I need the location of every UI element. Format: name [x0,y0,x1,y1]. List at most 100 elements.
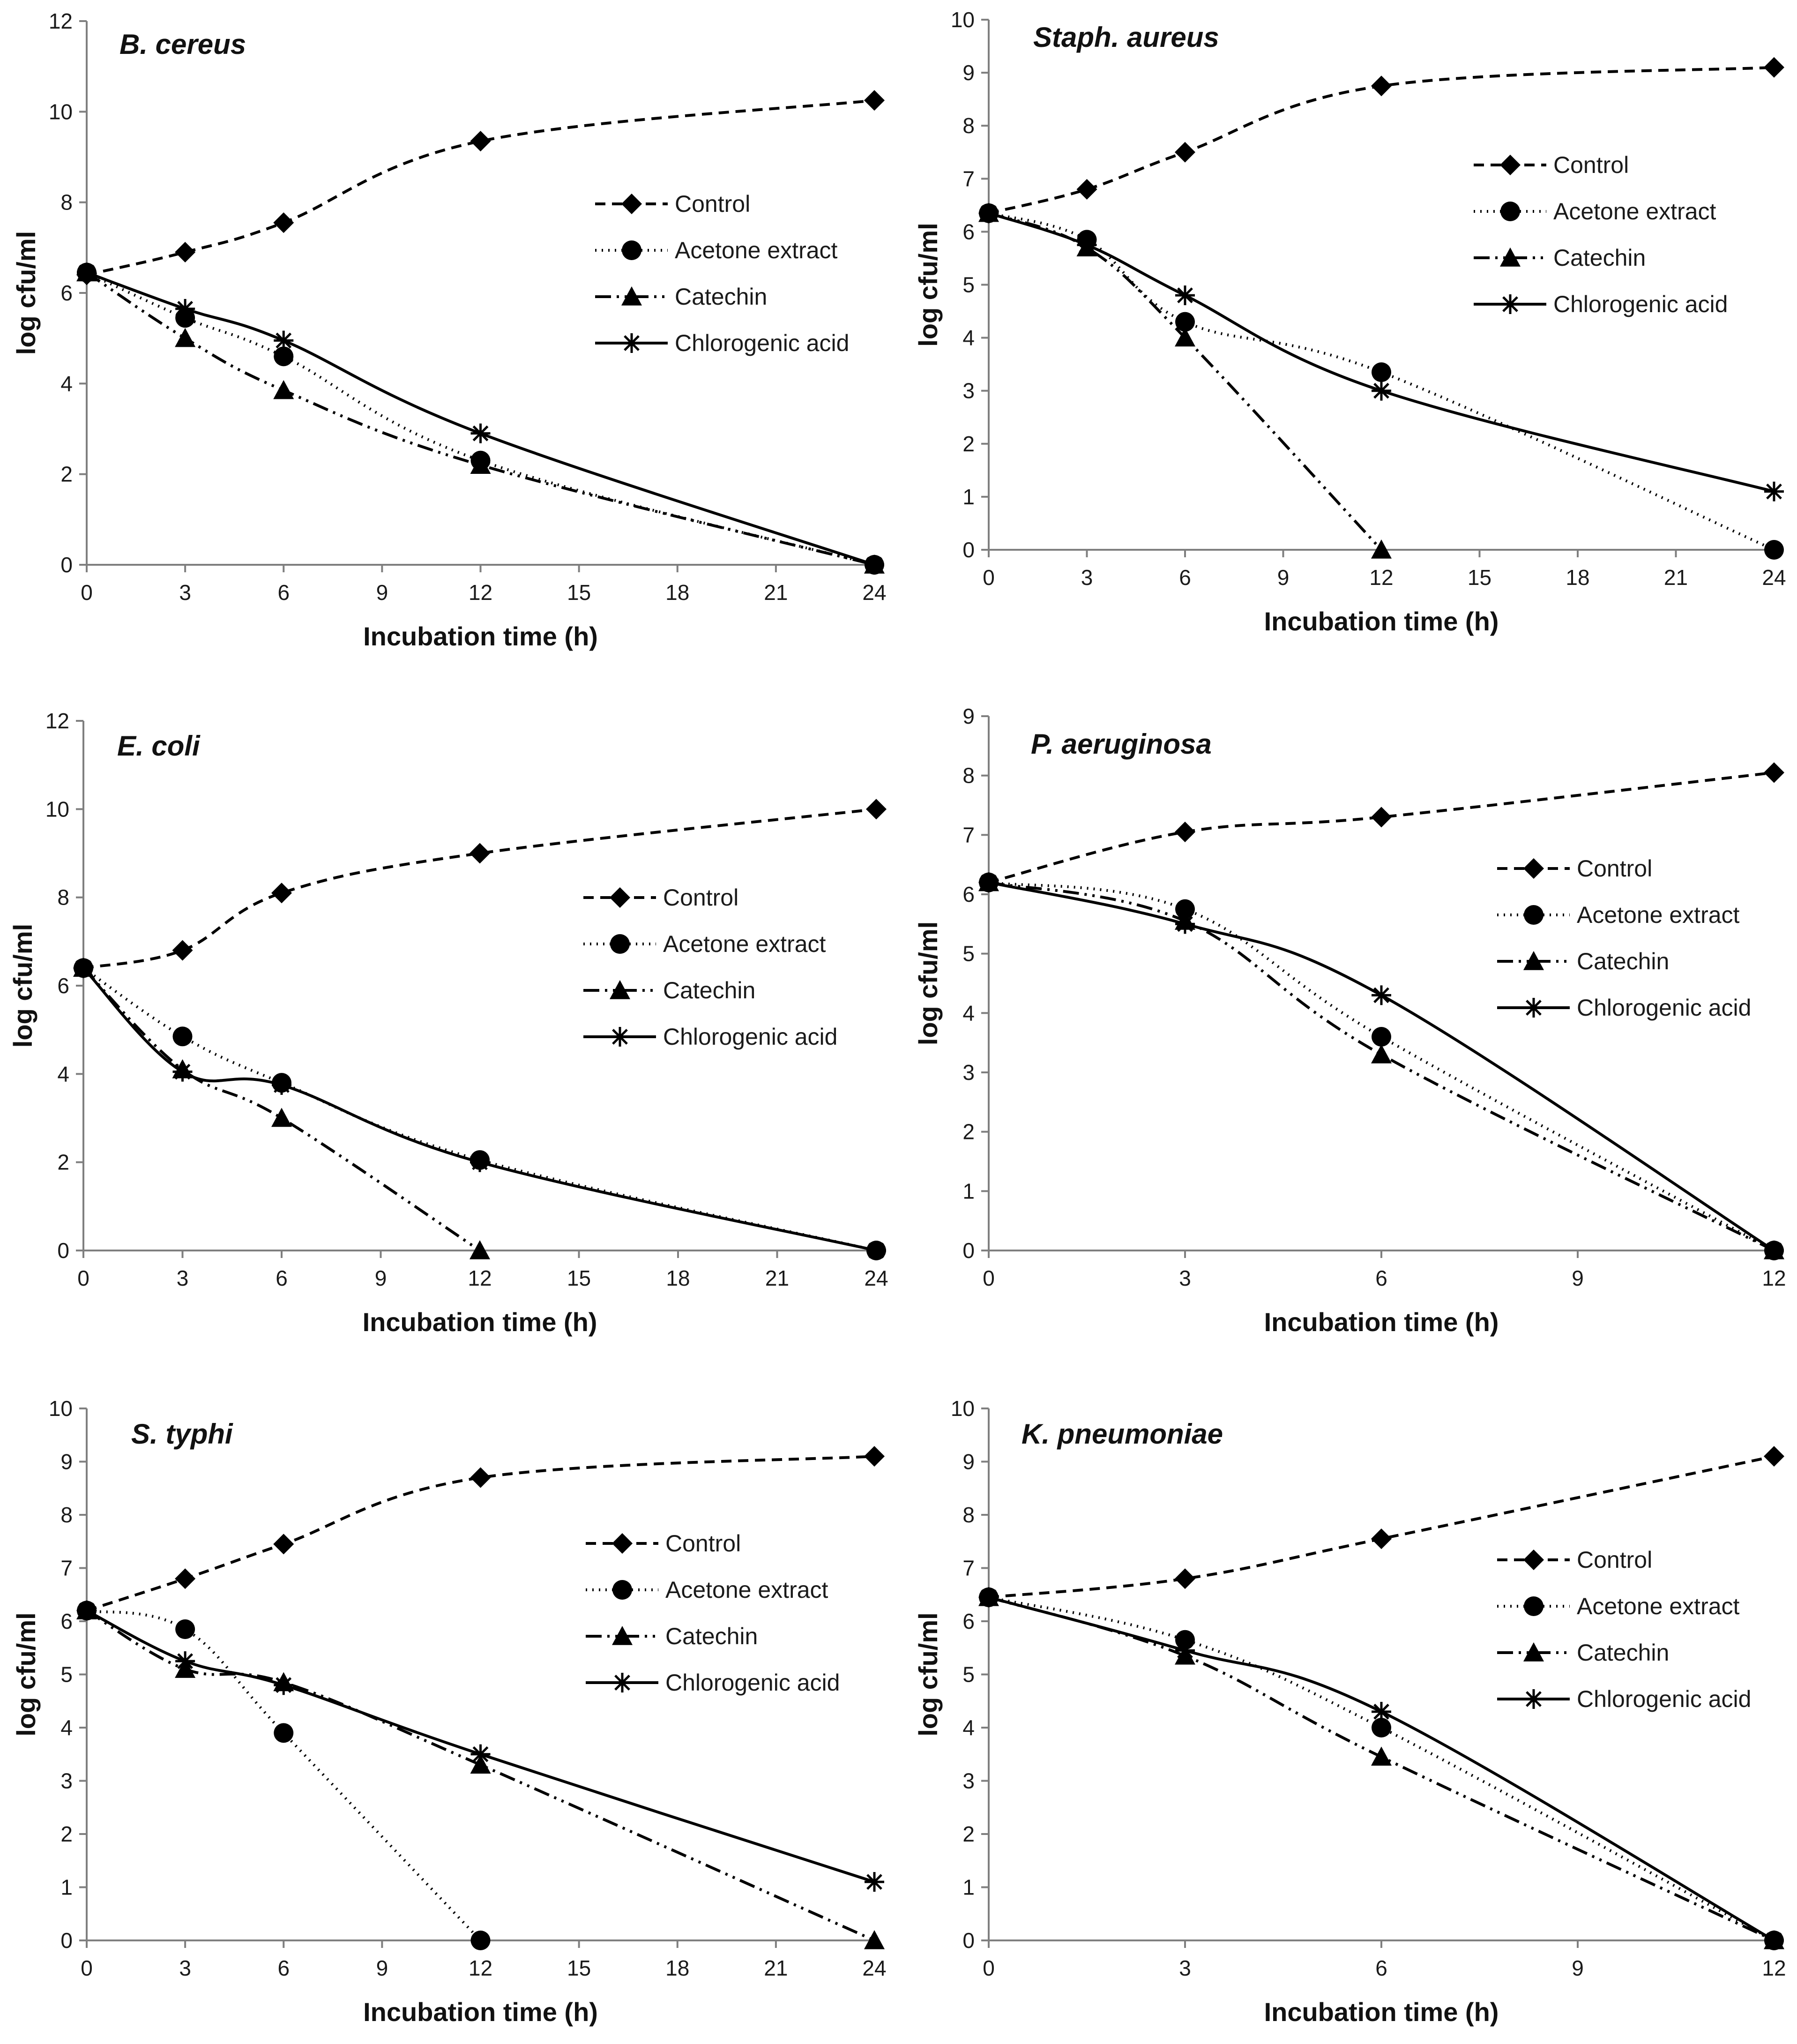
y-tick-label: 10 [49,1396,73,1421]
data-point-diamond [1371,1528,1392,1550]
series-line-asterisk [988,881,1775,1252]
y-tick-label: 1 [962,1179,975,1203]
x-tick-label: 15 [1468,565,1491,590]
y-tick-label: 0 [962,1928,975,1953]
x-tick-label: 24 [864,1266,888,1290]
data-point-circle [274,346,294,367]
data-point-asterisk [1764,1931,1784,1950]
x-tick-label: 6 [1375,1266,1387,1290]
data-point-triangle [864,1930,885,1949]
x-tick-label: 12 [469,580,492,605]
legend-marker-diamond [612,1533,633,1554]
series-line-diamond [988,1455,1775,1599]
y-tick-label: 7 [962,823,975,847]
series-line-triangle [988,1596,1775,1942]
y-tick-label: 8 [60,190,73,215]
data-point-diamond [273,212,294,233]
y-tick-label: 5 [962,942,975,966]
y-tick-label: 10 [951,7,975,32]
legend-label: Control [1577,1547,1652,1573]
data-point-asterisk [470,1152,490,1172]
legend-marker-asterisk [622,333,641,353]
data-point-diamond [470,1467,491,1488]
x-tick-label: 9 [376,1956,388,1980]
data-point-diamond [1175,822,1195,842]
data-point-asterisk [1372,381,1391,401]
y-tick-label: 0 [962,538,975,562]
series-line-asterisk [988,1596,1775,1942]
y-tick-label: 4 [962,1715,975,1740]
data-point-asterisk [865,1872,884,1892]
y-tick-label: 4 [962,1001,975,1025]
data-point-diamond [1764,57,1784,78]
data-point-asterisk [979,872,999,892]
y-tick-label: 6 [57,973,69,998]
x-tick-label: 24 [862,1956,886,1980]
data-point-diamond [864,1446,885,1467]
legend-marker-triangle [610,980,630,999]
x-tick-label: 9 [376,580,388,605]
y-tick-label: 1 [60,1875,73,1900]
x-axis-title: Incubation time (h) [363,1307,597,1337]
y-tick-label: 10 [45,797,69,821]
y-axis-title: log cfu/ml [8,924,37,1048]
x-axis-title: Incubation time (h) [1264,1997,1499,2027]
legend-marker-diamond [1523,858,1544,879]
x-tick-label: 18 [666,1266,690,1290]
x-tick-label: 3 [179,580,191,605]
legend-marker-diamond [1500,155,1521,175]
y-tick-label: 9 [60,1450,73,1474]
y-tick-label: 0 [962,1238,975,1263]
y-tick-label: 4 [60,1715,73,1740]
y-tick-label: 7 [962,1556,975,1580]
y-tick-label: 3 [962,1060,975,1085]
y-tick-label: 6 [60,1609,73,1633]
data-point-asterisk [1372,1701,1391,1722]
data-point-asterisk [470,1744,491,1764]
data-point-diamond [864,90,885,111]
x-tick-label: 3 [177,1266,189,1290]
data-point-diamond [1371,75,1392,97]
panel-title: E. coli [117,730,201,762]
data-point-triangle [470,1754,491,1774]
data-point-circle [1372,362,1391,382]
data-point-asterisk [1372,985,1391,1005]
panel-title: Staph. aureus [1033,22,1219,53]
legend-marker-triangle [612,1626,633,1645]
y-tick-label: 1 [962,485,975,509]
data-point-asterisk [979,203,999,223]
y-tick-label: 9 [962,60,975,85]
legend-label: Catechin [665,1623,758,1649]
data-point-diamond [470,131,491,152]
legend-label: Chlorogenic acid [1553,291,1728,317]
x-tick-label: 21 [765,1266,789,1290]
data-point-circle [1175,312,1195,332]
y-tick-label: 10 [49,99,73,124]
series-line-diamond [86,1455,875,1612]
data-point-diamond [175,1568,196,1589]
legend-label: Control [1577,855,1652,882]
series-line-circle [82,966,877,1252]
y-tick-label: 7 [962,166,975,191]
data-point-diamond [866,799,887,820]
data-point-triangle [470,455,491,474]
y-tick-label: 4 [57,1062,69,1086]
x-tick-label: 9 [1277,565,1290,590]
x-tick-label: 0 [983,1266,995,1290]
series-line-asterisk [988,211,1775,493]
legend-marker-triangle [1500,247,1521,267]
series-line-circle [988,1595,1775,1942]
data-point-diamond [1371,807,1392,828]
legend-label: Chlorogenic acid [1577,1686,1751,1712]
series-line-circle [86,271,875,566]
series-line-triangle [86,271,875,566]
x-axis-title: Incubation time (h) [1264,1307,1499,1337]
panel-title: K. pneumoniae [1022,1418,1223,1450]
data-point-asterisk [175,299,195,319]
series-line-diamond [988,771,1775,884]
x-tick-label: 12 [1369,565,1393,590]
data-point-diamond [273,1534,294,1555]
